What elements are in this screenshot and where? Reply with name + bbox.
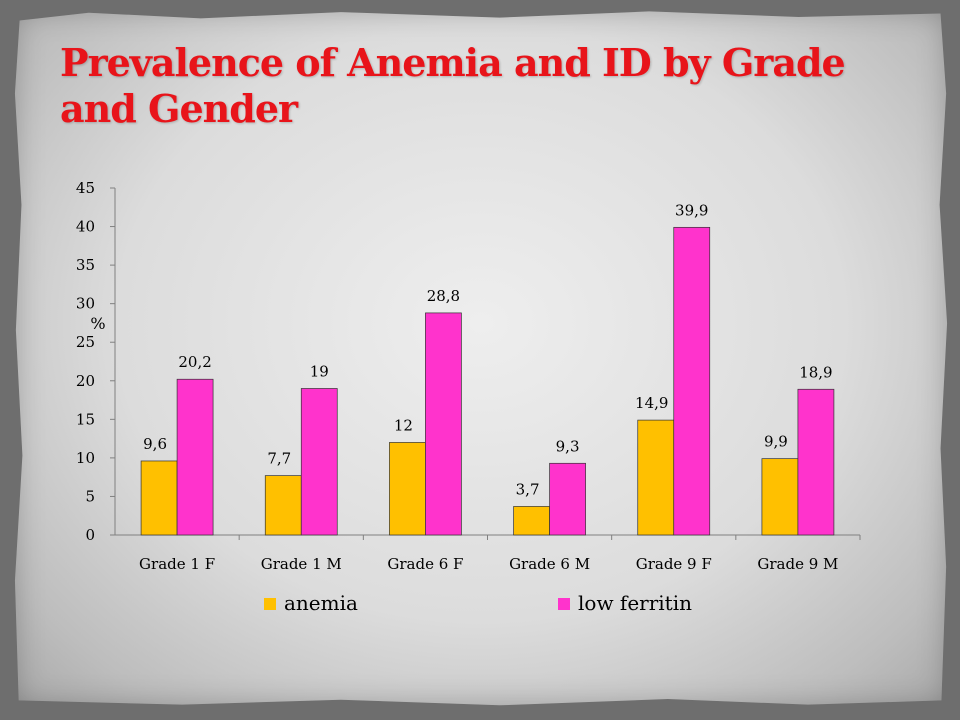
category-label: Grade 6 F <box>387 555 463 573</box>
category-label: Grade 9 F <box>636 555 712 573</box>
data-label: 14,9 <box>635 394 668 412</box>
bar-anemia <box>389 442 426 536</box>
data-label: 19 <box>310 362 329 380</box>
legend-swatch <box>558 598 570 610</box>
bar-anemia <box>140 460 178 536</box>
category-label: Grade 6 M <box>509 555 590 573</box>
data-label: 39,9 <box>675 201 708 219</box>
bar-anemia <box>761 458 799 536</box>
category-label: Grade 1 F <box>139 555 215 573</box>
bar-low-ferritin <box>425 312 462 536</box>
y-tick-label: 35 <box>76 256 95 274</box>
data-label: 28,8 <box>427 287 460 305</box>
bar-low-ferritin <box>797 388 835 536</box>
category-label: Grade 9 M <box>757 555 838 573</box>
bar-anemia <box>513 506 550 536</box>
category-label: Grade 1 M <box>261 555 342 573</box>
data-label: 9,6 <box>143 435 167 453</box>
data-label: 18,9 <box>799 363 832 381</box>
y-tick-label: 15 <box>76 410 95 428</box>
y-tick-label: 30 <box>76 295 95 313</box>
y-tick-label: 45 <box>76 179 95 197</box>
y-tick-label: 20 <box>76 372 95 390</box>
y-tick-label: 5 <box>85 487 95 505</box>
data-label: 12 <box>394 416 413 434</box>
y-axis-label: % <box>90 314 105 333</box>
data-label: 20,2 <box>178 353 211 371</box>
bar-low-ferritin <box>300 388 338 536</box>
legend-label: anemia <box>284 591 358 615</box>
bar-anemia <box>637 419 675 536</box>
bar-low-ferritin <box>673 226 711 536</box>
y-tick-label: 25 <box>76 333 95 351</box>
data-label: 7,7 <box>267 450 291 468</box>
bar-anemia <box>264 475 302 536</box>
data-label: 9,9 <box>764 433 788 451</box>
bar-low-ferritin <box>176 378 214 536</box>
legend-label: low ferritin <box>578 591 692 615</box>
data-label: 9,3 <box>556 437 580 455</box>
y-tick-label: 10 <box>76 449 95 467</box>
slide-background <box>14 11 948 706</box>
slide-title: Prevalence of Anemia and ID by Grade and… <box>60 40 846 131</box>
legend-swatch <box>264 598 276 610</box>
data-label: 3,7 <box>516 480 540 498</box>
y-tick-label: 0 <box>85 526 95 544</box>
bar-low-ferritin <box>549 462 586 536</box>
y-tick-label: 40 <box>76 218 95 236</box>
